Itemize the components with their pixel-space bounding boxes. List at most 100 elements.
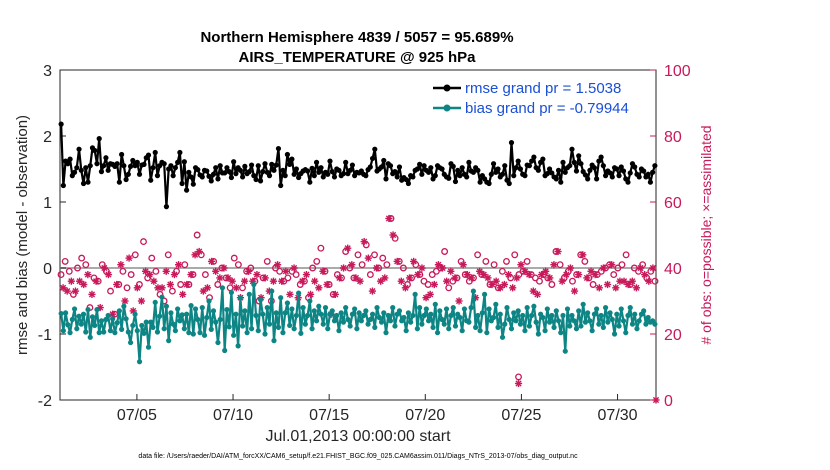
bias-point <box>401 314 407 321</box>
obs-possible-marker <box>230 254 238 262</box>
rmse-point <box>175 159 181 165</box>
rmse-point <box>378 164 385 170</box>
bias-point <box>296 290 302 296</box>
obs-possible-marker <box>61 257 69 265</box>
bias-point <box>479 310 485 316</box>
bias-point <box>600 324 606 330</box>
obs-possible-marker <box>399 264 407 272</box>
bias-point <box>425 318 432 324</box>
bias-point <box>540 314 546 321</box>
bias-point <box>139 322 145 329</box>
bias-point <box>313 318 320 324</box>
rmse-point <box>85 179 91 185</box>
rmse-point <box>125 171 131 177</box>
obs-assimilated-marker <box>187 271 195 279</box>
obs-assimilated-marker <box>146 271 154 279</box>
bias-point <box>199 305 205 311</box>
rmse-point <box>208 178 214 184</box>
x-tick-label: 07/30 <box>598 407 638 424</box>
rmse-point <box>477 179 483 185</box>
rmse-point <box>578 161 584 167</box>
bias-point <box>302 321 308 327</box>
bias-point <box>78 321 84 327</box>
obs-assimilated-marker <box>504 271 513 279</box>
bias-point <box>127 339 134 346</box>
obs-possible-marker <box>503 257 510 265</box>
rmse-point <box>134 159 140 165</box>
bias-point <box>535 331 541 337</box>
obs-assimilated-marker <box>393 257 401 265</box>
rmse-point <box>246 169 252 175</box>
bias-point <box>452 323 459 329</box>
bias-point <box>602 305 609 311</box>
rmse-point <box>65 161 71 167</box>
rmse-point <box>78 167 84 173</box>
rmse-point <box>540 156 546 162</box>
rmse-point <box>369 155 376 162</box>
rmse-point <box>573 168 580 174</box>
rmse-point <box>233 171 239 177</box>
rmse-point <box>177 149 183 156</box>
obs-assimilated-marker <box>80 280 88 289</box>
rmse-point <box>183 187 190 193</box>
bias-point <box>318 311 324 317</box>
rmse-point <box>206 173 212 179</box>
bias-point <box>71 306 78 312</box>
bias-point <box>345 316 351 323</box>
obs-assimilated-marker <box>381 274 389 282</box>
rmse-point <box>650 169 656 175</box>
bias-point <box>499 334 506 340</box>
bias-point <box>325 326 331 332</box>
obs-possible-marker <box>201 271 209 279</box>
rmse-point <box>325 171 331 177</box>
bias-point <box>531 303 537 309</box>
bias-point <box>134 328 140 334</box>
rmse-point <box>251 173 257 179</box>
rmse-point <box>215 176 221 182</box>
obs-assimilated-marker <box>546 274 554 282</box>
rmse-point <box>396 164 403 170</box>
bias-point <box>291 326 297 332</box>
rmse-point <box>513 165 519 171</box>
rmse-point <box>591 165 597 171</box>
bias-point <box>331 318 338 324</box>
obs-assimilated-marker <box>525 271 533 279</box>
rmse-point <box>486 180 492 187</box>
rmse-point <box>58 121 64 127</box>
rmse-point <box>553 176 559 182</box>
obs-assimilated-marker <box>459 261 467 269</box>
bias-point <box>437 308 443 314</box>
rmse-point <box>405 180 412 187</box>
bias-point <box>334 312 340 319</box>
obs-assimilated-marker <box>245 267 253 275</box>
y2-tick-label: 40 <box>664 261 682 278</box>
obs-assimilated-marker <box>212 267 220 275</box>
bias-point <box>616 323 622 329</box>
rmse-point <box>204 168 210 174</box>
rmse-point <box>190 181 196 187</box>
bias-point <box>549 312 555 319</box>
rmse-point <box>403 176 409 183</box>
rmse-point <box>248 162 255 168</box>
bias-point <box>278 295 284 301</box>
obs-assimilated-marker <box>216 274 224 282</box>
rmse-point <box>526 163 533 169</box>
rmse-point <box>320 174 326 180</box>
ticks-layer: 07/05 07/10 07/15 07/20 07/25 07/30 -2 -1 0 1 2 3 0 2… <box>38 63 691 424</box>
obs-assimilated-marker <box>599 264 608 272</box>
obs-possible-marker <box>65 267 73 275</box>
bias-point <box>233 311 239 317</box>
rmse-point <box>511 173 517 179</box>
rmse-point <box>282 173 288 179</box>
bias-point <box>609 316 615 323</box>
rmse-point <box>457 173 463 179</box>
rmse-point <box>316 169 322 175</box>
bias-point <box>166 338 172 344</box>
rmse-point <box>452 178 459 185</box>
obs-possible-marker <box>445 284 453 292</box>
bias-point <box>80 311 87 317</box>
obs-assimilated-marker <box>455 297 463 305</box>
obs-possible-marker <box>589 281 597 288</box>
legend-bias-marker <box>443 104 451 112</box>
bias-point <box>515 308 521 314</box>
